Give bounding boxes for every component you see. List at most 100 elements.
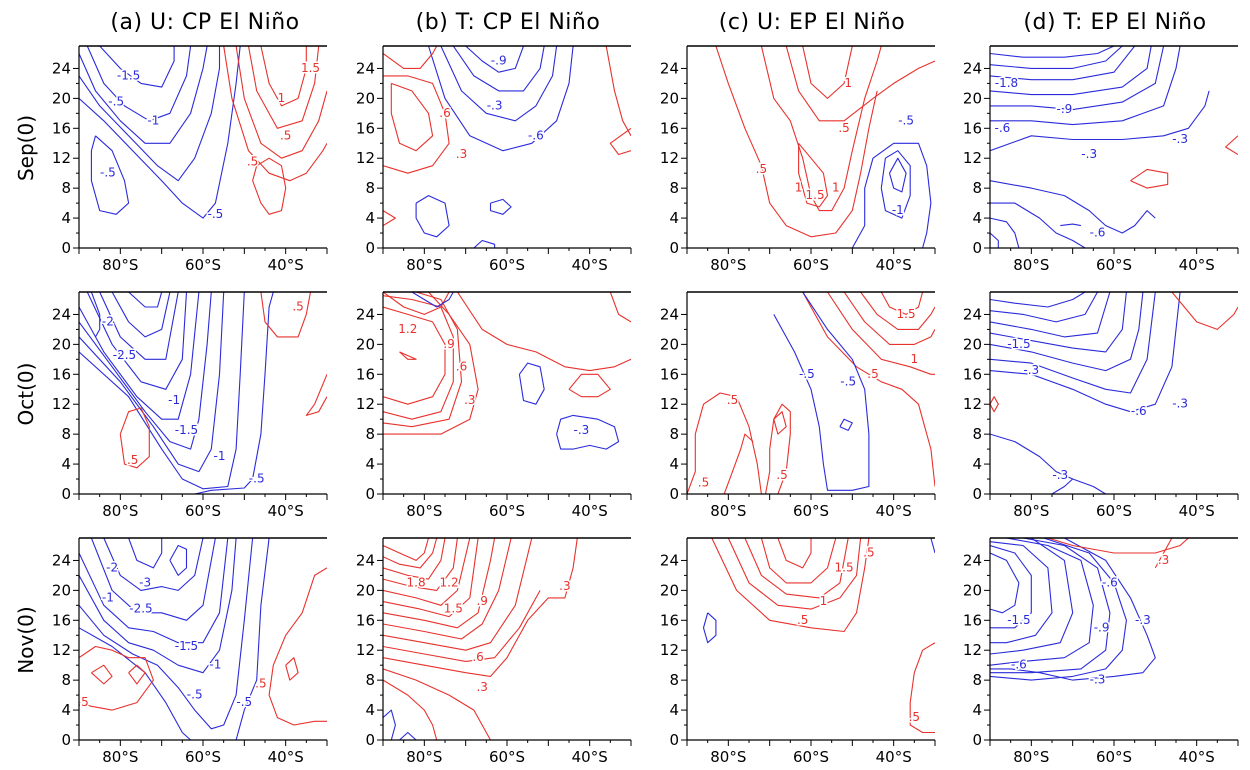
positive-contour [383, 538, 512, 640]
contour-label: -.3 [574, 423, 590, 437]
contour-label: -.3 [1081, 147, 1097, 161]
negative-contour [194, 292, 274, 494]
axes: 0 4 8 12 16 20 24 80°S 60°S 40°S [52, 537, 328, 766]
positive-contour [383, 538, 496, 629]
y-tick-label: 20 [963, 335, 982, 353]
panel-8: -2-3-1-2.5-1.5-1-.5-.5.5.50481216202480°… [52, 537, 328, 766]
y-tick-label: 8 [669, 179, 679, 197]
negative-contour [990, 90, 1210, 152]
y-tick-label: 16 [356, 119, 375, 137]
contour-label: .5 [292, 300, 303, 314]
positive-contour [860, 292, 935, 330]
contour-label: -1 [214, 449, 226, 463]
x-tick-label: 80°S [406, 748, 442, 766]
negative-contour [399, 731, 417, 740]
negative-contour [79, 292, 225, 473]
contour-label: -.5 [108, 95, 124, 109]
x-tick-label: 40°S [572, 502, 608, 520]
negative-contour [990, 46, 1123, 69]
positive-contour [383, 538, 479, 618]
x-tick-label: 80°S [1013, 748, 1049, 766]
y-tick-label: 0 [669, 731, 679, 749]
y-tick-label: 24 [660, 551, 679, 569]
negative-contour [888, 157, 907, 193]
y-tick-label: 12 [660, 149, 679, 167]
x-tick-label: 80°S [1013, 256, 1049, 274]
positive-contour [609, 127, 631, 156]
contour-label: -.3 [1135, 613, 1151, 627]
y-tick-label: 12 [963, 641, 982, 659]
contour-lines [702, 538, 935, 734]
y-tick-label: 20 [660, 89, 679, 107]
y-tick-label: 20 [963, 89, 982, 107]
y-tick-label: 20 [660, 335, 679, 353]
positive-contour [235, 46, 327, 159]
positive-contour [223, 46, 327, 182]
negative-contour [990, 552, 1020, 614]
positive-contour [383, 590, 541, 662]
y-tick-label: 24 [963, 59, 982, 77]
contour-label: -.6 [995, 121, 1011, 135]
x-tick-label: 40°S [268, 256, 304, 274]
positive-contour [1130, 168, 1169, 189]
contour-label: -1.5 [175, 639, 198, 653]
contour-label: -.5 [100, 166, 116, 180]
positive-contour [383, 292, 463, 428]
positive-contour [1225, 135, 1238, 155]
y-tick-label: 24 [52, 551, 71, 569]
negative-contour [990, 538, 1127, 681]
y-tick-label: 12 [356, 395, 375, 413]
contour-label: .6 [456, 359, 467, 373]
contour-lines [990, 46, 1238, 248]
contour-lines [383, 292, 631, 450]
negative-contour [990, 292, 1086, 308]
positive-contour [260, 46, 307, 107]
positive-contour [827, 292, 935, 375]
contour-label: .5 [727, 393, 738, 407]
positive-contour [91, 664, 113, 685]
axes: 0 4 8 12 16 20 24 80°S 60°S 40°S [52, 291, 328, 520]
contour-label: -.3 [1172, 397, 1188, 411]
positive-contour [383, 538, 438, 569]
positive-contour [990, 396, 999, 413]
negative-contour [930, 538, 935, 554]
y-tick-label: 4 [669, 701, 679, 719]
contour-label: 1 [278, 91, 286, 105]
positive-contour [247, 46, 320, 129]
y-tick-label: 16 [52, 365, 71, 383]
y-tick-label: 24 [52, 305, 71, 323]
positive-contour [383, 75, 450, 174]
y-tick-label: 24 [52, 59, 71, 77]
y-tick-label: 16 [963, 611, 982, 629]
positive-contour [909, 642, 935, 734]
y-tick-label: 16 [52, 611, 71, 629]
x-tick-label: 60°S [185, 502, 221, 520]
axes: 0 4 8 12 16 20 24 80°S 60°S 40°S [963, 291, 1239, 520]
contour-label: -2 [102, 314, 114, 328]
contour-lines [715, 46, 935, 248]
positive-contour [383, 538, 471, 606]
contour-label: -.6 [1090, 226, 1106, 240]
y-tick-label: 0 [61, 731, 71, 749]
axes: 0 4 8 12 16 20 24 80°S 60°S 40°S [660, 537, 936, 766]
contour-label: .5 [247, 155, 258, 169]
contour-labels: -2-3-1-2.5-1.5-1-.5-.5.5.5 [76, 559, 268, 711]
y-tick-label: 4 [365, 455, 375, 473]
positive-contour [268, 567, 327, 726]
negative-contour [990, 541, 1053, 644]
contour-label: -1.5 [175, 423, 198, 437]
contour-labels: 1.51.5-.5-.5.5.5.5 [696, 305, 919, 490]
negative-contour [79, 46, 241, 219]
contour-label: -.9 [491, 54, 507, 68]
y-tick-label: 0 [972, 239, 982, 257]
positive-contour [383, 668, 491, 740]
negative-contour [990, 538, 1111, 674]
negative-contour [79, 46, 208, 144]
contour-label: 1.5 [806, 188, 825, 202]
contour-label: .5 [756, 162, 767, 176]
contour-label: -1.8 [995, 76, 1018, 90]
contour-label: -.6 [1011, 658, 1027, 672]
negative-contour [990, 292, 1111, 338]
contour-label: -.3 [1090, 673, 1106, 687]
contour-label: 1 [820, 594, 828, 608]
